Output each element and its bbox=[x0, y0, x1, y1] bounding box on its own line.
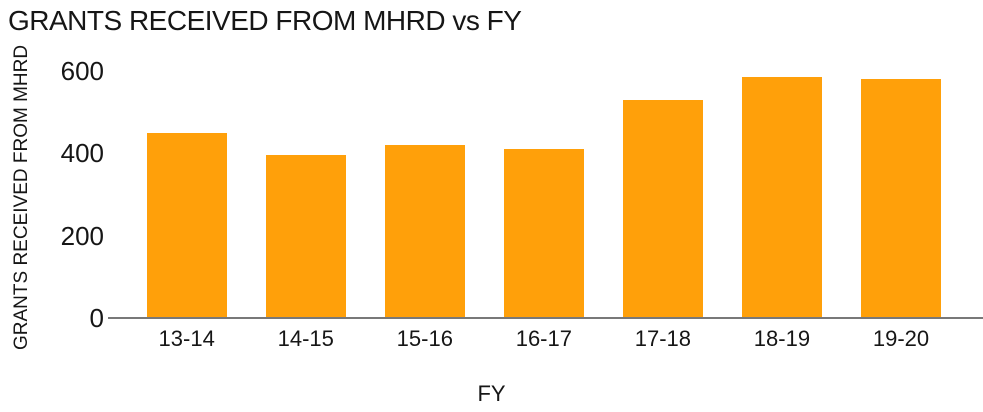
bar-15-16 bbox=[384, 145, 465, 318]
y-axis-title: GRANTS RECEIVED FROM MHRD bbox=[11, 44, 32, 350]
x-tick-13-14: 13-14 bbox=[158, 326, 215, 351]
bar-13-14 bbox=[146, 132, 227, 318]
bar-14-15 bbox=[265, 155, 346, 318]
x-tick-16-17: 16-17 bbox=[515, 326, 572, 351]
bar-18-19 bbox=[741, 77, 822, 318]
bar-16-17 bbox=[503, 149, 584, 318]
bar-17-18 bbox=[622, 99, 703, 318]
x-tick-14-15: 14-15 bbox=[277, 326, 334, 351]
x-axis-title: FY bbox=[477, 381, 506, 406]
x-tick-19-20: 19-20 bbox=[872, 326, 930, 351]
x-tick-17-18: 17-18 bbox=[634, 326, 692, 351]
x-axis-line bbox=[108, 317, 983, 319]
y-tick-400: 400 bbox=[60, 138, 104, 169]
chart-title: GRANTS RECEIVED FROM MHRD vs FY bbox=[8, 5, 522, 36]
y-tick-0: 0 bbox=[89, 303, 104, 333]
bar-19-20 bbox=[861, 79, 941, 318]
y-tick-200: 200 bbox=[60, 220, 104, 251]
x-tick-18-19: 18-19 bbox=[753, 326, 811, 351]
x-tick-15-16: 15-16 bbox=[396, 326, 453, 351]
y-tick-600: 600 bbox=[60, 56, 104, 86]
